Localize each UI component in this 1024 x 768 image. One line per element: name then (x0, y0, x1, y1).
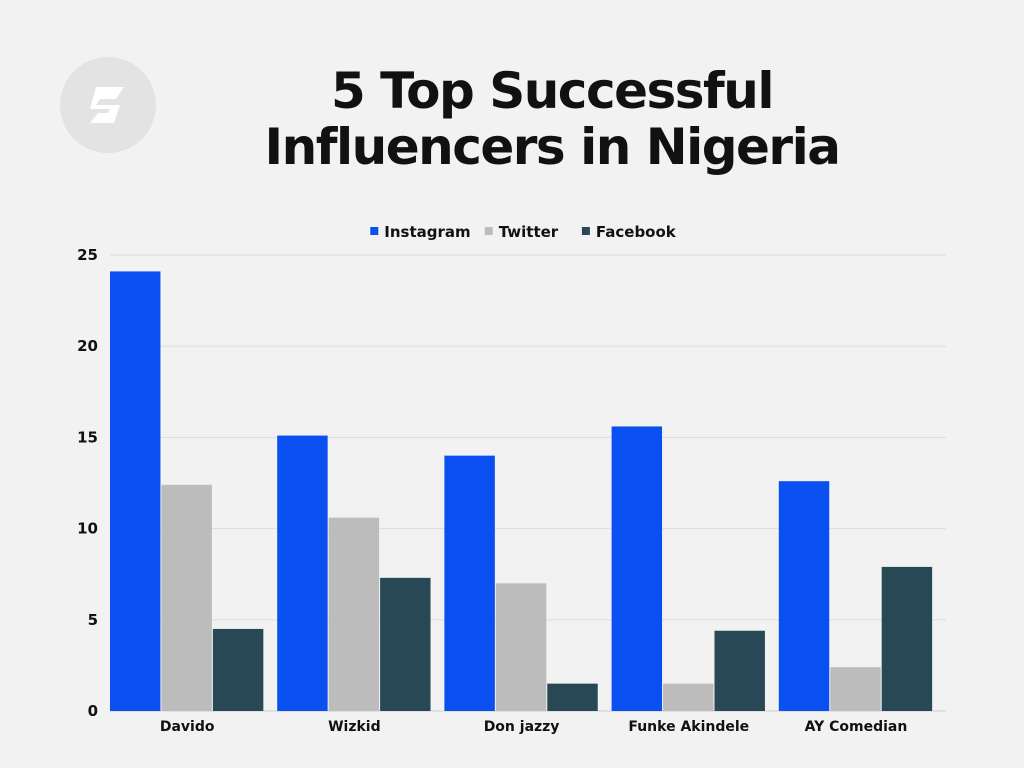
y-tick-label: 0 (88, 702, 98, 720)
y-tick-label: 10 (77, 520, 98, 538)
x-tick-label: Funke Akindele (628, 719, 749, 735)
bar-twitter (328, 517, 380, 711)
bar-instagram (110, 271, 161, 711)
x-tick-label: Wizkid (328, 719, 381, 735)
bar-facebook (881, 566, 933, 711)
bar-instagram (277, 435, 328, 711)
x-tick-label: AY Comedian (805, 719, 908, 735)
s-logo-icon (60, 57, 156, 153)
s-logo-glyph (90, 87, 124, 123)
bar-twitter (161, 484, 212, 711)
x-tick-label: Davido (160, 719, 215, 735)
bar-facebook (380, 577, 431, 711)
bar-twitter (663, 683, 714, 711)
y-tick-label: 20 (77, 337, 98, 355)
y-tick-label: 15 (77, 428, 98, 446)
y-tick-label: 5 (88, 611, 98, 629)
legend-label: Facebook (596, 223, 677, 241)
chart-title-line-1: 5 Top Successful (330, 62, 775, 120)
bar-facebook (212, 628, 264, 711)
bar-facebook (547, 683, 598, 711)
legend-label: Twitter (499, 223, 559, 241)
bar-facebook (714, 630, 765, 711)
legend-swatch (581, 227, 590, 235)
bar-twitter (495, 583, 547, 711)
legend-swatch (484, 227, 493, 235)
bar-twitter (830, 667, 881, 711)
y-tick-label: 25 (77, 246, 98, 264)
bar-instagram (778, 481, 830, 711)
chart-title-line-2: Influencers in Nigeria (264, 118, 841, 176)
x-tick-label: Don jazzy (484, 719, 560, 735)
bar-instagram (611, 426, 663, 711)
legend-swatch (370, 227, 379, 235)
legend-label: Instagram (384, 223, 470, 241)
bar-instagram (444, 455, 495, 711)
